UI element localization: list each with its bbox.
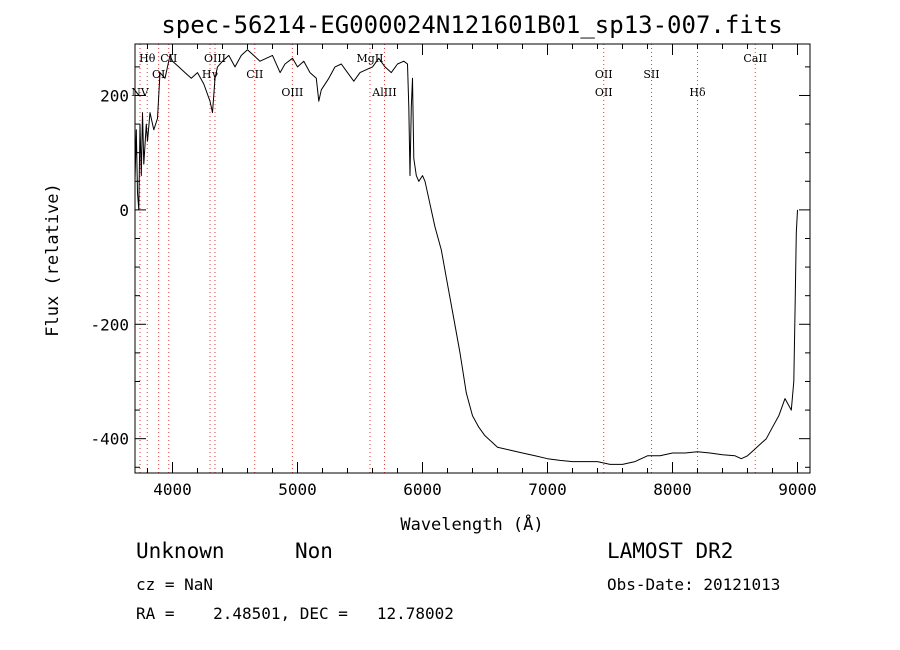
axis-ticks: 4000 5000 6000 7000 8000 9000 -400 -200 0 200 bbox=[90, 44, 817, 499]
line-marker-label: SII bbox=[643, 68, 659, 81]
x-tick-label: 7000 bbox=[528, 480, 567, 499]
line-marker-label: OI bbox=[152, 68, 165, 81]
y-tick-label: -400 bbox=[90, 430, 129, 449]
line-marker-label: AlIII bbox=[371, 86, 397, 99]
line-marker-label: CaII bbox=[743, 52, 767, 65]
x-axis-label: Wavelength (Å) bbox=[400, 513, 543, 535]
coordinates-label: RA = 2.48501, DEC = 12.78002 bbox=[136, 604, 454, 623]
line-marker-label: OIII bbox=[204, 52, 226, 65]
plot-area-border bbox=[134, 43, 811, 474]
x-tick-label: 5000 bbox=[278, 480, 317, 499]
line-marker-label: Hθ bbox=[139, 52, 156, 65]
y-axis-label: Flux (relative) bbox=[43, 183, 63, 337]
line-marker-label: CII bbox=[246, 68, 263, 81]
y-tick-label: 200 bbox=[100, 86, 129, 105]
line-marker-label: Hδ bbox=[689, 86, 706, 99]
plot-frame bbox=[134, 43, 811, 474]
spectrum-series bbox=[134, 49, 798, 465]
y-tick-label: 0 bbox=[119, 201, 129, 220]
subclass-label: Non bbox=[295, 539, 333, 563]
line-marker-label: OIII bbox=[281, 86, 303, 99]
redshift-label: cz = NaN bbox=[136, 575, 214, 594]
line-marker-label: Hγ bbox=[202, 68, 219, 81]
y-tick-label: -200 bbox=[90, 315, 129, 334]
obs-date-label: Obs-Date: 20121013 bbox=[607, 575, 781, 594]
survey-label: LAMOST DR2 bbox=[607, 539, 734, 563]
classification-label: Unknown bbox=[136, 539, 225, 563]
x-tick-label: 9000 bbox=[778, 480, 817, 499]
chart-title: spec-56214-EG000024N121601B01_sp13-007.f… bbox=[161, 11, 782, 39]
line-marker-label: NV bbox=[131, 86, 150, 99]
x-tick-label: 4000 bbox=[153, 480, 192, 499]
x-tick-label: 8000 bbox=[653, 480, 692, 499]
line-marker-label: OII bbox=[595, 68, 613, 81]
x-tick-label: 6000 bbox=[403, 480, 442, 499]
line-marker-label: OII bbox=[595, 86, 613, 99]
spectrum-line bbox=[134, 49, 798, 465]
